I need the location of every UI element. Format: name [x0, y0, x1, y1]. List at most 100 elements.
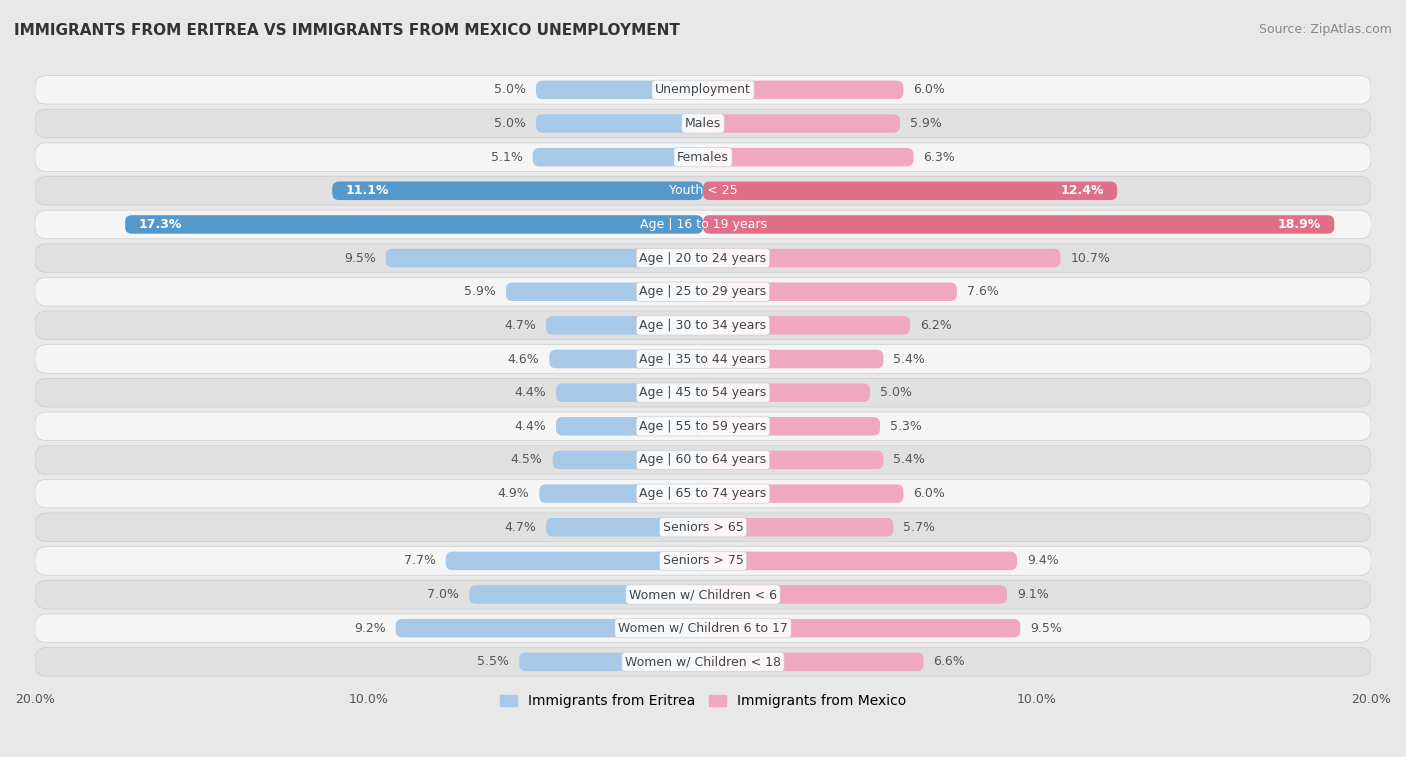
FancyBboxPatch shape — [35, 244, 1371, 273]
FancyBboxPatch shape — [555, 383, 703, 402]
FancyBboxPatch shape — [35, 109, 1371, 138]
Text: 5.0%: 5.0% — [494, 117, 526, 130]
Text: 12.4%: 12.4% — [1060, 184, 1104, 198]
FancyBboxPatch shape — [35, 378, 1371, 407]
FancyBboxPatch shape — [536, 114, 703, 132]
FancyBboxPatch shape — [703, 114, 900, 132]
FancyBboxPatch shape — [550, 350, 703, 368]
FancyBboxPatch shape — [703, 417, 880, 435]
FancyBboxPatch shape — [506, 282, 703, 301]
Text: 5.4%: 5.4% — [893, 453, 925, 466]
FancyBboxPatch shape — [35, 547, 1371, 575]
FancyBboxPatch shape — [446, 552, 703, 570]
Text: 6.3%: 6.3% — [924, 151, 955, 164]
FancyBboxPatch shape — [385, 249, 703, 267]
Text: Age | 45 to 54 years: Age | 45 to 54 years — [640, 386, 766, 399]
Text: Age | 65 to 74 years: Age | 65 to 74 years — [640, 487, 766, 500]
Text: Age | 55 to 59 years: Age | 55 to 59 years — [640, 420, 766, 433]
Text: 9.5%: 9.5% — [344, 251, 375, 265]
Text: 6.0%: 6.0% — [914, 487, 945, 500]
Text: 5.4%: 5.4% — [893, 353, 925, 366]
Text: 18.9%: 18.9% — [1278, 218, 1322, 231]
FancyBboxPatch shape — [35, 412, 1371, 441]
Text: 5.0%: 5.0% — [494, 83, 526, 96]
FancyBboxPatch shape — [703, 80, 904, 99]
Text: Youth < 25: Youth < 25 — [669, 184, 737, 198]
Text: Seniors > 65: Seniors > 65 — [662, 521, 744, 534]
Text: 6.0%: 6.0% — [914, 83, 945, 96]
Text: 4.6%: 4.6% — [508, 353, 540, 366]
FancyBboxPatch shape — [703, 518, 893, 537]
Text: 7.6%: 7.6% — [967, 285, 998, 298]
FancyBboxPatch shape — [35, 446, 1371, 474]
FancyBboxPatch shape — [35, 479, 1371, 508]
Text: 5.3%: 5.3% — [890, 420, 922, 433]
FancyBboxPatch shape — [703, 350, 883, 368]
FancyBboxPatch shape — [125, 215, 703, 234]
Legend: Immigrants from Eritrea, Immigrants from Mexico: Immigrants from Eritrea, Immigrants from… — [495, 689, 911, 714]
FancyBboxPatch shape — [703, 450, 883, 469]
Text: Women w/ Children < 18: Women w/ Children < 18 — [626, 656, 780, 668]
Text: 7.0%: 7.0% — [427, 588, 460, 601]
Text: 9.1%: 9.1% — [1017, 588, 1049, 601]
FancyBboxPatch shape — [35, 580, 1371, 609]
Text: 11.1%: 11.1% — [346, 184, 389, 198]
FancyBboxPatch shape — [536, 80, 703, 99]
Text: 9.5%: 9.5% — [1031, 621, 1062, 634]
FancyBboxPatch shape — [703, 585, 1007, 604]
FancyBboxPatch shape — [35, 277, 1371, 306]
Text: 4.5%: 4.5% — [510, 453, 543, 466]
Text: 6.6%: 6.6% — [934, 656, 966, 668]
FancyBboxPatch shape — [703, 484, 904, 503]
Text: 7.7%: 7.7% — [404, 554, 436, 568]
FancyBboxPatch shape — [332, 182, 703, 200]
FancyBboxPatch shape — [470, 585, 703, 604]
Text: Women w/ Children 6 to 17: Women w/ Children 6 to 17 — [619, 621, 787, 634]
FancyBboxPatch shape — [553, 450, 703, 469]
FancyBboxPatch shape — [703, 383, 870, 402]
Text: Age | 25 to 29 years: Age | 25 to 29 years — [640, 285, 766, 298]
FancyBboxPatch shape — [703, 282, 957, 301]
Text: IMMIGRANTS FROM ERITREA VS IMMIGRANTS FROM MEXICO UNEMPLOYMENT: IMMIGRANTS FROM ERITREA VS IMMIGRANTS FR… — [14, 23, 681, 38]
FancyBboxPatch shape — [35, 210, 1371, 238]
Text: 4.7%: 4.7% — [505, 319, 536, 332]
FancyBboxPatch shape — [35, 176, 1371, 205]
Text: Males: Males — [685, 117, 721, 130]
Text: Source: ZipAtlas.com: Source: ZipAtlas.com — [1258, 23, 1392, 36]
FancyBboxPatch shape — [35, 76, 1371, 104]
Text: 9.4%: 9.4% — [1026, 554, 1059, 568]
FancyBboxPatch shape — [703, 215, 1334, 234]
Text: 5.9%: 5.9% — [910, 117, 942, 130]
FancyBboxPatch shape — [395, 619, 703, 637]
Text: 5.0%: 5.0% — [880, 386, 912, 399]
FancyBboxPatch shape — [703, 653, 924, 671]
FancyBboxPatch shape — [555, 417, 703, 435]
FancyBboxPatch shape — [546, 518, 703, 537]
FancyBboxPatch shape — [546, 316, 703, 335]
Text: Females: Females — [678, 151, 728, 164]
FancyBboxPatch shape — [35, 311, 1371, 340]
Text: 9.2%: 9.2% — [354, 621, 385, 634]
FancyBboxPatch shape — [703, 249, 1060, 267]
Text: 5.9%: 5.9% — [464, 285, 496, 298]
Text: 10.7%: 10.7% — [1070, 251, 1111, 265]
Text: Age | 20 to 24 years: Age | 20 to 24 years — [640, 251, 766, 265]
Text: Age | 16 to 19 years: Age | 16 to 19 years — [640, 218, 766, 231]
Text: 4.9%: 4.9% — [498, 487, 529, 500]
FancyBboxPatch shape — [35, 513, 1371, 541]
Text: Age | 60 to 64 years: Age | 60 to 64 years — [640, 453, 766, 466]
Text: Seniors > 75: Seniors > 75 — [662, 554, 744, 568]
FancyBboxPatch shape — [533, 148, 703, 167]
FancyBboxPatch shape — [703, 316, 910, 335]
Text: Age | 30 to 34 years: Age | 30 to 34 years — [640, 319, 766, 332]
Text: Women w/ Children < 6: Women w/ Children < 6 — [628, 588, 778, 601]
Text: 5.7%: 5.7% — [904, 521, 935, 534]
FancyBboxPatch shape — [35, 143, 1371, 171]
Text: Unemployment: Unemployment — [655, 83, 751, 96]
Text: 4.4%: 4.4% — [515, 386, 546, 399]
Text: Age | 35 to 44 years: Age | 35 to 44 years — [640, 353, 766, 366]
Text: 17.3%: 17.3% — [138, 218, 181, 231]
Text: 5.1%: 5.1% — [491, 151, 523, 164]
FancyBboxPatch shape — [540, 484, 703, 503]
FancyBboxPatch shape — [703, 619, 1021, 637]
